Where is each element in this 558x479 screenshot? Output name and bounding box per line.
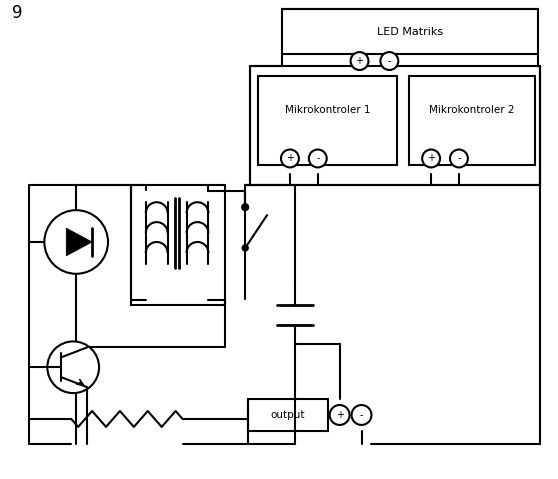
Text: -: - — [457, 153, 461, 163]
Text: LED Matriks: LED Matriks — [377, 27, 443, 37]
Text: +: + — [286, 153, 294, 163]
Text: -: - — [316, 153, 320, 163]
Circle shape — [309, 149, 327, 168]
Circle shape — [242, 245, 248, 251]
Bar — [131, 185, 225, 305]
Circle shape — [47, 342, 99, 393]
Text: output: output — [271, 410, 305, 420]
Circle shape — [352, 405, 372, 425]
Text: Mikrokontroler 2: Mikrokontroler 2 — [429, 105, 514, 115]
Circle shape — [242, 204, 248, 210]
Text: 9: 9 — [12, 4, 22, 23]
Bar — [250, 66, 541, 185]
Circle shape — [450, 149, 468, 168]
Bar — [282, 10, 538, 54]
Bar — [409, 76, 535, 165]
Circle shape — [350, 52, 368, 70]
Polygon shape — [66, 228, 92, 256]
Text: Mikrokontroler 1: Mikrokontroler 1 — [285, 105, 371, 115]
Circle shape — [281, 149, 299, 168]
Bar — [258, 76, 397, 165]
Circle shape — [422, 149, 440, 168]
Circle shape — [45, 210, 108, 274]
Circle shape — [381, 52, 398, 70]
Circle shape — [242, 204, 248, 210]
Bar — [248, 399, 328, 431]
Text: +: + — [355, 56, 363, 66]
Text: -: - — [388, 56, 391, 66]
Text: -: - — [360, 410, 363, 420]
Text: +: + — [427, 153, 435, 163]
Circle shape — [330, 405, 350, 425]
Text: +: + — [336, 410, 344, 420]
